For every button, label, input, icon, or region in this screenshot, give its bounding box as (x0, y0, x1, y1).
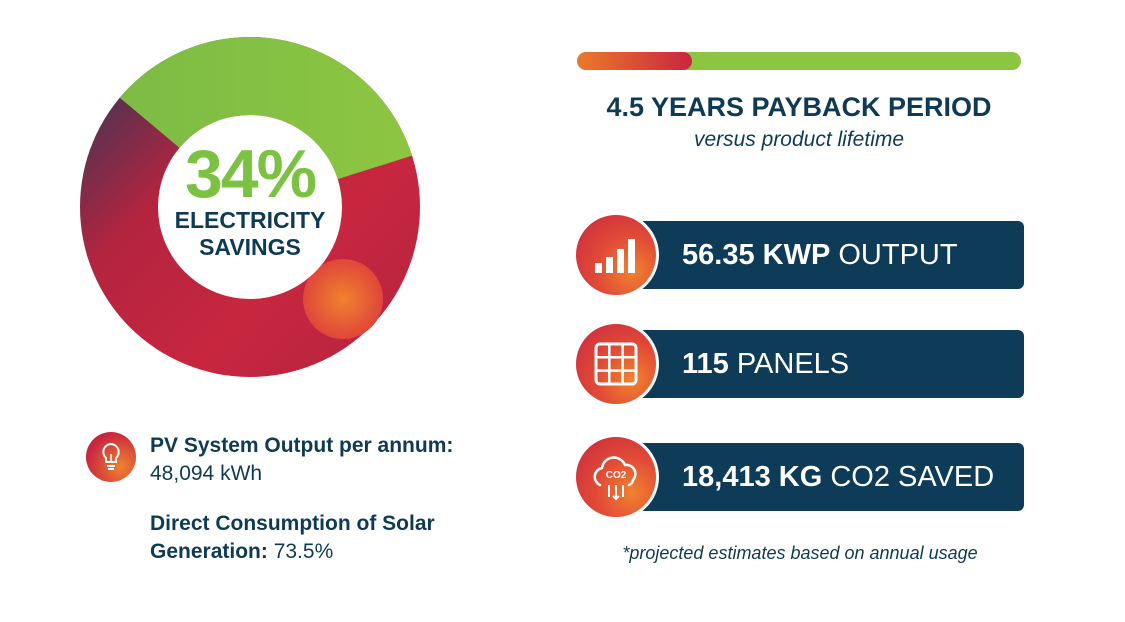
stat-output-text: 56.35 KWP OUTPUT (682, 221, 958, 289)
lightbulb-icon (86, 432, 136, 482)
direct-consumption-line2: Generation: 73.5% (150, 540, 333, 564)
donut-center (158, 115, 342, 299)
direct-consumption-label-cont: Generation: (150, 540, 268, 563)
stat-panels-value: 115 (682, 348, 729, 380)
stat-co2-value: 18,413 KG (682, 461, 823, 493)
donut-orange-cap (303, 259, 383, 339)
direct-consumption-value: 73.5% (273, 540, 334, 563)
stat-co2-text: 18,413 KG CO2 SAVED (682, 443, 994, 511)
stat-icon-circle (573, 321, 659, 407)
payback-progress-bar (577, 52, 1021, 70)
stat-panels-label: PANELS (736, 348, 850, 380)
stat-card-output: 56.35 KWP OUTPUT (600, 221, 1024, 289)
pv-output-value: 48,094 kWh (150, 462, 263, 485)
stat-icon-circle: CO2 (573, 434, 659, 520)
savings-label-line1: ELECTRICITY (174, 207, 326, 233)
stat-card-co2: 18,413 KG CO2 SAVED (600, 443, 1024, 511)
savings-label-line2: SAVINGS (199, 234, 301, 260)
co2-icon-text: CO2 (606, 470, 627, 481)
co2-cloud-icon: CO2 (593, 456, 637, 501)
savings-percent: 34% (184, 136, 317, 212)
payback-subtitle: versus product lifetime (693, 128, 905, 151)
stat-output-label: OUTPUT (838, 239, 958, 271)
stat-output-value: 56.35 KWP (682, 239, 831, 271)
footnote: *projected estimates based on annual usa… (622, 543, 978, 563)
stat-icon-circle (573, 212, 659, 298)
stat-card-panels: 115 PANELS (600, 330, 1024, 398)
solar-panel-icon (594, 342, 638, 386)
stat-co2-label: CO2 SAVED (830, 461, 995, 493)
payback-progress-fill (577, 52, 693, 70)
payback-title: 4.5 YEARS PAYBACK PERIOD (606, 92, 992, 122)
pv-output-title: PV System Output per annum: (150, 434, 454, 457)
savings-donut-chart (80, 37, 420, 377)
donut-savings-arc (119, 37, 413, 180)
stat-panels-text: 115 PANELS (682, 330, 849, 398)
bar-chart-icon (595, 239, 635, 273)
direct-consumption-label: Direct Consumption of Solar (150, 512, 435, 535)
